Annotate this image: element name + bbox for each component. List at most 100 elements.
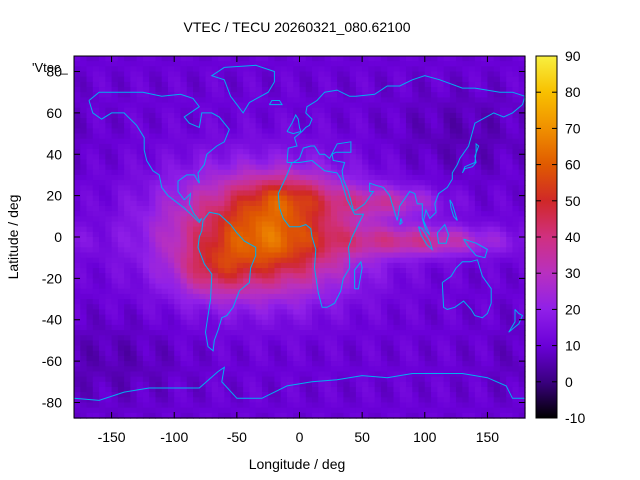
heatmap-cell xyxy=(437,330,445,336)
heatmap-cell xyxy=(99,335,106,342)
heatmap-cell xyxy=(368,61,376,67)
heatmap-cell xyxy=(412,174,420,181)
heatmap-cell xyxy=(312,133,319,140)
heatmap-cell xyxy=(205,61,213,67)
heatmap-cell xyxy=(443,133,451,140)
heatmap-cell xyxy=(193,107,200,114)
heatmap-cell xyxy=(268,61,276,67)
heatmap-cell xyxy=(355,164,363,171)
heatmap-cell xyxy=(456,81,463,88)
heatmap-cell xyxy=(343,169,351,176)
heatmap-cell xyxy=(456,211,463,217)
heatmap-cell xyxy=(456,262,463,269)
heatmap-cell xyxy=(99,205,106,212)
heatmap-cell xyxy=(86,319,94,326)
heatmap-cell xyxy=(211,397,219,404)
heatmap-cell xyxy=(86,262,94,269)
heatmap-cell xyxy=(506,149,514,155)
heatmap-cell xyxy=(349,143,357,150)
heatmap-cell xyxy=(199,71,207,78)
heatmap-cell xyxy=(387,128,395,135)
heatmap-cell xyxy=(268,190,276,197)
heatmap-cell xyxy=(86,299,94,305)
heatmap-cell xyxy=(456,149,463,155)
heatmap-cell xyxy=(74,128,81,135)
heatmap-cell xyxy=(199,190,207,197)
heatmap-cell xyxy=(487,402,495,409)
heatmap-cell xyxy=(305,366,313,373)
heatmap-cell xyxy=(305,123,313,129)
heatmap-cell xyxy=(380,304,388,310)
heatmap-cell xyxy=(86,231,94,238)
heatmap-cell xyxy=(493,200,501,207)
heatmap-cell xyxy=(117,392,125,398)
heatmap-cell xyxy=(105,371,113,378)
heatmap-cell xyxy=(124,262,131,269)
heatmap-cell xyxy=(105,392,113,398)
heatmap-cell xyxy=(368,164,376,171)
heatmap-cell xyxy=(105,288,113,295)
heatmap-cell xyxy=(412,169,420,176)
heatmap-cell xyxy=(230,56,238,62)
heatmap-cell xyxy=(255,268,263,274)
heatmap-cell xyxy=(374,123,382,129)
heatmap-cell xyxy=(512,123,520,129)
heatmap-cell xyxy=(224,397,232,404)
heatmap-cell xyxy=(305,231,313,238)
heatmap-cell xyxy=(349,226,357,233)
heatmap-cell xyxy=(155,87,163,93)
heatmap-cell xyxy=(186,81,194,88)
heatmap-cell xyxy=(405,247,413,254)
heatmap-cell xyxy=(99,242,106,248)
heatmap-cell xyxy=(124,247,131,254)
heatmap-cell xyxy=(387,154,395,161)
heatmap-cell xyxy=(393,381,401,388)
heatmap-cell xyxy=(424,324,432,331)
heatmap-cell xyxy=(499,159,507,166)
heatmap-cell xyxy=(449,335,457,342)
heatmap-cell xyxy=(193,128,200,135)
heatmap-cell xyxy=(136,221,144,228)
heatmap-cell xyxy=(161,381,169,388)
heatmap-cell xyxy=(462,299,470,305)
heatmap-cell xyxy=(506,138,514,145)
heatmap-cell xyxy=(280,319,288,326)
heatmap-cell xyxy=(86,169,94,176)
heatmap-cell xyxy=(155,309,163,316)
heatmap-cell xyxy=(180,371,188,378)
heatmap-cell xyxy=(330,205,338,212)
heatmap-cell xyxy=(493,283,501,290)
heatmap-cell xyxy=(324,257,332,264)
heatmap-cell xyxy=(149,138,157,145)
heatmap-cell xyxy=(236,180,244,186)
heatmap-cell xyxy=(355,350,363,357)
heatmap-cell xyxy=(343,324,351,331)
heatmap-cell xyxy=(405,324,413,331)
heatmap-cell xyxy=(211,361,219,367)
heatmap-cell xyxy=(518,242,526,248)
heatmap-cell xyxy=(86,102,94,109)
heatmap-cell xyxy=(218,371,225,378)
heatmap-cell xyxy=(424,340,432,347)
heatmap-cell xyxy=(487,252,495,259)
heatmap-cell xyxy=(293,273,301,279)
heatmap-cell xyxy=(74,237,81,243)
heatmap-cell xyxy=(312,66,319,73)
heatmap-cell xyxy=(374,330,382,336)
heatmap-cell xyxy=(117,257,125,264)
heatmap-cell xyxy=(236,154,244,161)
heatmap-cell xyxy=(111,56,119,62)
heatmap-cell xyxy=(362,237,369,243)
heatmap-cell xyxy=(324,288,332,295)
heatmap-cell xyxy=(305,335,313,342)
heatmap-cell xyxy=(280,118,288,124)
heatmap-cell xyxy=(142,335,150,342)
heatmap-cell xyxy=(174,402,182,409)
heatmap-cell xyxy=(462,407,470,414)
heatmap-cell xyxy=(374,288,382,295)
heatmap-cell xyxy=(124,319,131,326)
heatmap-cell xyxy=(293,216,301,223)
heatmap-cell xyxy=(236,200,244,207)
heatmap-cell xyxy=(474,314,482,321)
heatmap-cell xyxy=(99,128,106,135)
